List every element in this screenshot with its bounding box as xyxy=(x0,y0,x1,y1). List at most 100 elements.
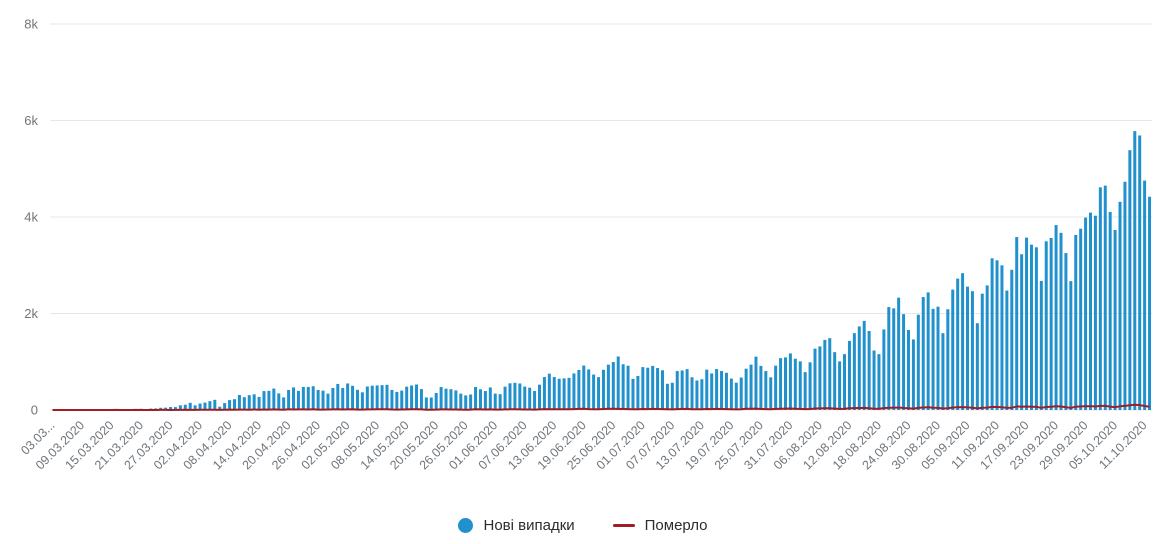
bar-new-cases[interactable] xyxy=(685,369,689,410)
bar-new-cases[interactable] xyxy=(1054,225,1058,410)
bar-new-cases[interactable] xyxy=(493,393,497,411)
bar-new-cases[interactable] xyxy=(474,386,478,410)
bar-new-cases[interactable] xyxy=(257,396,261,410)
bar-new-cases[interactable] xyxy=(316,389,320,410)
bar-new-cases[interactable] xyxy=(936,306,940,410)
bar-new-cases[interactable] xyxy=(626,365,630,410)
bar-new-cases[interactable] xyxy=(779,358,783,410)
bar-new-cases[interactable] xyxy=(769,377,773,410)
bar-new-cases[interactable] xyxy=(1148,196,1152,410)
bar-new-cases[interactable] xyxy=(1000,265,1004,410)
legend-item-deaths[interactable]: Померло xyxy=(612,517,708,534)
bar-new-cases[interactable] xyxy=(759,365,763,410)
bar-new-cases[interactable] xyxy=(1025,237,1029,410)
bar-new-cases[interactable] xyxy=(552,377,556,410)
bar-new-cases[interactable] xyxy=(331,388,335,410)
bar-new-cases[interactable] xyxy=(213,399,217,410)
bar-new-cases[interactable] xyxy=(887,307,891,410)
bar-new-cases[interactable] xyxy=(1143,180,1147,410)
bar-new-cases[interactable] xyxy=(597,377,601,410)
bar-new-cases[interactable] xyxy=(616,356,620,410)
bar-new-cases[interactable] xyxy=(444,388,448,410)
bar-new-cases[interactable] xyxy=(818,346,822,410)
bar-new-cases[interactable] xyxy=(961,273,965,410)
bar-new-cases[interactable] xyxy=(1118,201,1122,410)
bar-new-cases[interactable] xyxy=(1128,150,1132,411)
bar-new-cases[interactable] xyxy=(897,297,901,410)
bar-new-cases[interactable] xyxy=(336,383,340,410)
bar-new-cases[interactable] xyxy=(946,309,950,410)
bar-new-cases[interactable] xyxy=(1084,217,1088,410)
bar-new-cases[interactable] xyxy=(415,384,419,410)
bar-new-cases[interactable] xyxy=(951,289,955,410)
bar-new-cases[interactable] xyxy=(710,373,714,410)
bar-new-cases[interactable] xyxy=(862,320,866,410)
bar-new-cases[interactable] xyxy=(843,354,847,410)
bar-new-cases[interactable] xyxy=(661,370,664,410)
bar-new-cases[interactable] xyxy=(385,384,389,410)
bar-new-cases[interactable] xyxy=(198,403,202,410)
bar-new-cases[interactable] xyxy=(346,383,350,410)
bar-new-cases[interactable] xyxy=(956,278,960,410)
bar-new-cases[interactable] xyxy=(400,390,404,410)
bar-new-cases[interactable] xyxy=(675,371,679,410)
bar-new-cases[interactable] xyxy=(926,292,930,410)
bar-new-cases[interactable] xyxy=(429,397,433,411)
bar-new-cases[interactable] xyxy=(351,385,355,410)
bar-new-cases[interactable] xyxy=(1103,185,1107,410)
bar-new-cases[interactable] xyxy=(990,258,994,410)
bar-new-cases[interactable] xyxy=(262,391,266,410)
bar-new-cases[interactable] xyxy=(631,378,635,410)
bar-new-cases[interactable] xyxy=(823,339,827,410)
bar-new-cases[interactable] xyxy=(459,393,463,410)
bar-new-cases[interactable] xyxy=(282,397,286,410)
bar-new-cases[interactable] xyxy=(611,362,615,410)
bar-new-cases[interactable] xyxy=(341,388,345,410)
bar-new-cases[interactable] xyxy=(247,395,251,410)
bar-new-cases[interactable] xyxy=(513,382,517,410)
bar-new-cases[interactable] xyxy=(906,330,910,410)
bar-new-cases[interactable] xyxy=(670,382,674,410)
bar-new-cases[interactable] xyxy=(390,389,394,410)
bar-new-cases[interactable] xyxy=(277,393,281,410)
bar-new-cases[interactable] xyxy=(1005,290,1009,410)
bar-new-cases[interactable] xyxy=(424,397,428,410)
bar-new-cases[interactable] xyxy=(232,399,236,410)
bar-new-cases[interactable] xyxy=(164,407,168,410)
bar-new-cases[interactable] xyxy=(228,400,232,410)
bar-new-cases[interactable] xyxy=(636,375,640,410)
bar-new-cases[interactable] xyxy=(941,333,945,410)
bar-new-cases[interactable] xyxy=(931,308,935,410)
bar-new-cases[interactable] xyxy=(1123,181,1127,410)
bar-new-cases[interactable] xyxy=(838,361,842,410)
bar-new-cases[interactable] xyxy=(1079,228,1083,410)
bar-new-cases[interactable] xyxy=(1108,211,1112,410)
bar-new-cases[interactable] xyxy=(178,405,182,410)
bar-new-cases[interactable] xyxy=(1093,215,1097,410)
bar-new-cases[interactable] xyxy=(695,380,699,410)
bar-new-cases[interactable] xyxy=(395,391,399,410)
bar-new-cases[interactable] xyxy=(1064,253,1068,410)
bar-new-cases[interactable] xyxy=(478,389,482,410)
bar-new-cases[interactable] xyxy=(656,368,660,410)
bar-new-cases[interactable] xyxy=(1138,135,1142,410)
bar-new-cases[interactable] xyxy=(523,386,527,410)
bar-new-cases[interactable] xyxy=(365,386,369,411)
bar-new-cases[interactable] xyxy=(1010,269,1014,410)
bar-new-cases[interactable] xyxy=(690,377,694,410)
bar-new-cases[interactable] xyxy=(754,356,758,410)
bar-new-cases[interactable] xyxy=(980,293,984,410)
bar-new-cases[interactable] xyxy=(857,326,861,410)
bar-new-cases[interactable] xyxy=(252,394,256,410)
bar-new-cases[interactable] xyxy=(183,404,187,410)
bar-new-cases[interactable] xyxy=(169,407,173,410)
bar-new-cases[interactable] xyxy=(764,371,768,410)
bar-new-cases[interactable] xyxy=(966,286,970,410)
bar-new-cases[interactable] xyxy=(921,297,925,410)
bar-new-cases[interactable] xyxy=(587,369,591,410)
bar-new-cases[interactable] xyxy=(203,402,207,410)
bar-new-cases[interactable] xyxy=(715,369,719,410)
bar-new-cases[interactable] xyxy=(542,377,546,410)
bar-new-cases[interactable] xyxy=(621,364,625,410)
bar-new-cases[interactable] xyxy=(449,389,453,410)
